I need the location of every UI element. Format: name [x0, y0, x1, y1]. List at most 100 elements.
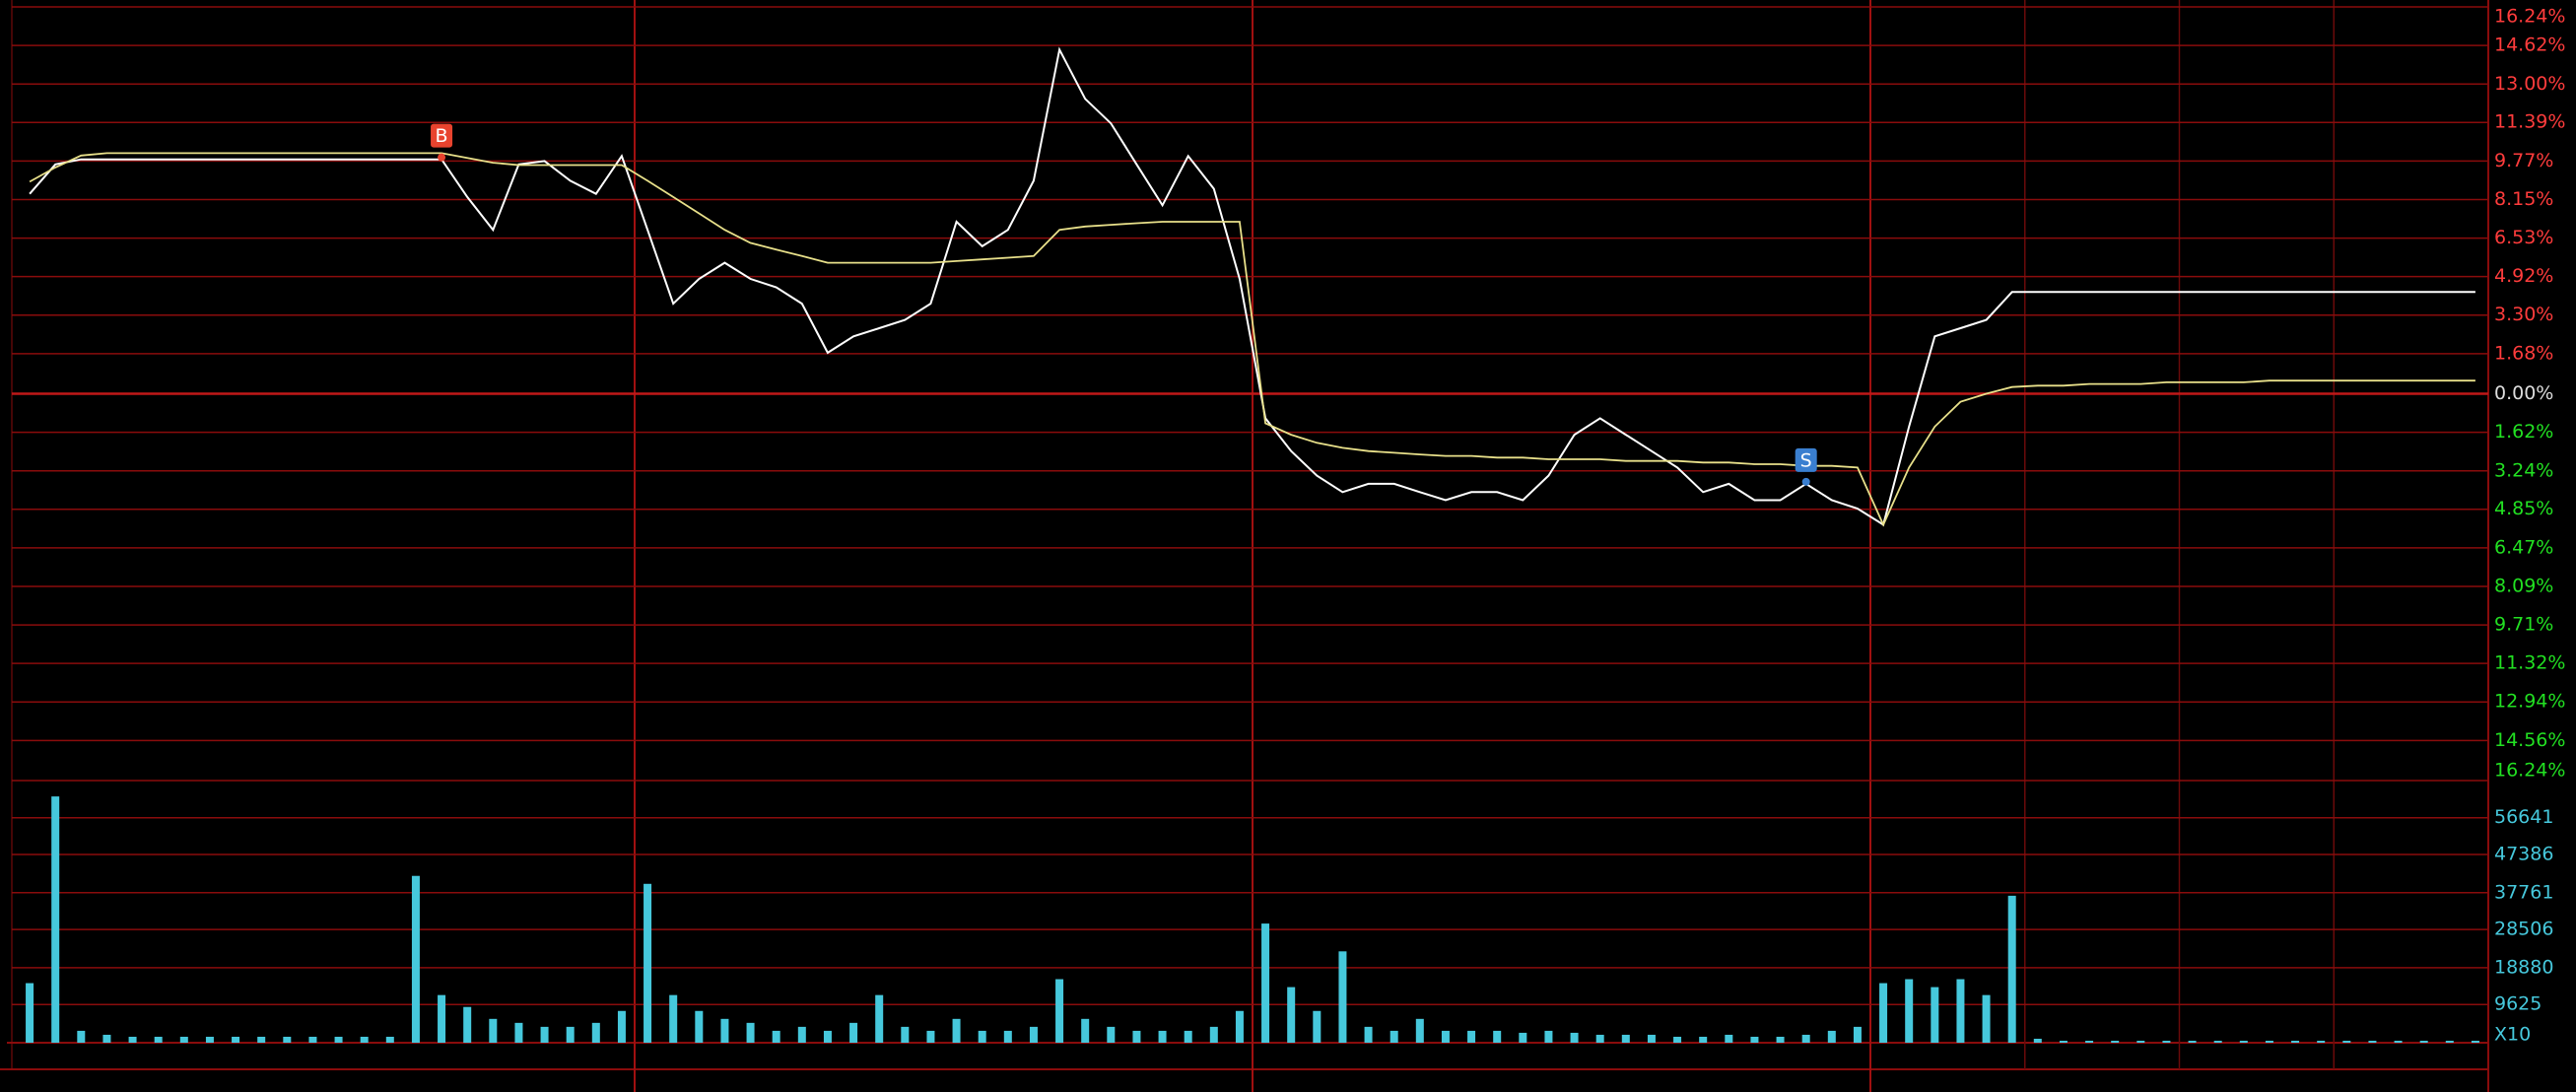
y-tick-label: 4.92% — [2494, 265, 2553, 287]
trade-marker-label: B — [436, 125, 448, 147]
y-tick-label: 16.24% — [2494, 6, 2565, 28]
volume-bar — [1132, 1030, 1141, 1043]
volume-bar — [1390, 1030, 1398, 1043]
volume-bar — [772, 1030, 780, 1043]
y-tick-label: 47386 — [2494, 844, 2553, 865]
y-tick-label: 13.00% — [2494, 73, 2565, 95]
volume-bar — [875, 994, 884, 1043]
volume-bar — [1750, 1036, 1759, 1043]
y-tick-label: 9.77% — [2494, 150, 2553, 171]
volume-bar — [1570, 1032, 1579, 1043]
y-tick-label: 14.62% — [2494, 34, 2565, 56]
y-axis-unit: X10 — [2494, 1024, 2531, 1046]
volume-bar — [1853, 1026, 1862, 1043]
volume-bar — [644, 883, 652, 1043]
volume-bar — [179, 1036, 188, 1043]
volume-bar — [438, 994, 446, 1043]
volume-bar — [1467, 1030, 1476, 1043]
volume-bar — [385, 1036, 394, 1043]
volume-bar — [1184, 1030, 1192, 1043]
volume-bar — [1158, 1030, 1167, 1043]
volume-bar — [720, 1018, 729, 1043]
volume-bar — [1003, 1030, 1012, 1043]
volume-bar — [926, 1030, 935, 1043]
volume-bar — [2342, 1040, 2351, 1043]
volume-bar — [411, 875, 420, 1043]
y-tick-label: 6.47% — [2494, 536, 2553, 558]
volume-bar — [2007, 895, 2016, 1043]
volume-bar — [1313, 1010, 1322, 1043]
volume-bar — [1081, 1018, 1090, 1043]
y-tick-label: 8.09% — [2494, 576, 2553, 597]
volume-bar — [1673, 1036, 1682, 1043]
volume-bar — [2033, 1038, 2042, 1043]
y-tick-label: 6.53% — [2494, 227, 2553, 248]
volume-bar — [746, 1022, 755, 1043]
volume-bar — [2471, 1040, 2479, 1043]
volume-bar — [901, 1026, 910, 1043]
trade-marker-label: S — [1800, 449, 1812, 471]
volume-bar — [2162, 1040, 2171, 1043]
volume-bar — [514, 1022, 523, 1043]
y-tick-label: 14.56% — [2494, 729, 2565, 751]
volume-bar — [463, 1006, 472, 1043]
volume-bar — [1776, 1036, 1785, 1043]
volume-bar — [695, 1010, 704, 1043]
y-tick-label: 56641 — [2494, 806, 2553, 828]
volume-bar — [566, 1026, 575, 1043]
volume-bar — [2368, 1040, 2377, 1043]
volume-bar — [1801, 1034, 1810, 1043]
y-tick-label: 4.85% — [2494, 498, 2553, 519]
y-tick-label: 11.32% — [2494, 652, 2565, 674]
price-line — [29, 46, 2475, 526]
volume-bar — [1982, 994, 1991, 1043]
volume-bar — [1235, 1010, 1244, 1043]
volume-bar — [2291, 1040, 2300, 1043]
volume-bar — [1621, 1034, 1630, 1043]
volume-bar — [1364, 1026, 1373, 1043]
volume-bar — [257, 1036, 266, 1043]
volume-bar — [2059, 1040, 2068, 1043]
y-tick-label: 3.30% — [2494, 304, 2553, 325]
volume-bar — [1287, 987, 1296, 1043]
average-line — [29, 152, 2475, 527]
y-tick-label: 16.24% — [2494, 760, 2565, 782]
y-tick-label: 12.94% — [2494, 691, 2565, 713]
volume-bar — [2213, 1040, 2222, 1043]
volume-bar — [1338, 951, 1347, 1043]
volume-bar — [1827, 1030, 1836, 1043]
volume-bar — [1519, 1032, 1527, 1043]
volume-bar — [1699, 1036, 1708, 1043]
volume-bar — [1931, 987, 1939, 1043]
trade-marker — [1795, 447, 1817, 472]
volume-bar — [2239, 1040, 2248, 1043]
volume-bar — [1879, 983, 1888, 1043]
volume-bar — [1209, 1026, 1218, 1043]
volume-bar — [51, 796, 60, 1043]
volume-bar — [128, 1036, 137, 1043]
volume-bar — [2188, 1040, 2197, 1043]
volume-bar — [102, 1034, 111, 1043]
volume-bar — [1725, 1034, 1733, 1043]
trade-dot — [438, 153, 446, 162]
y-tick-label: 18880 — [2494, 956, 2553, 978]
volume-bar — [2445, 1040, 2454, 1043]
y-tick-label: 11.39% — [2494, 111, 2565, 133]
volume-bar — [1544, 1030, 1553, 1043]
y-tick-label: 1.68% — [2494, 342, 2553, 364]
volume-bar — [1107, 1026, 1116, 1043]
volume-bar — [26, 983, 34, 1043]
volume-bar — [591, 1022, 600, 1043]
volume-bar — [154, 1036, 163, 1043]
volume-bar — [283, 1036, 292, 1043]
volume-bar — [540, 1026, 549, 1043]
y-tick-label: 1.62% — [2494, 421, 2553, 443]
volume-bar — [360, 1036, 369, 1043]
y-tick-label: 37761 — [2494, 881, 2553, 903]
volume-bar — [205, 1036, 214, 1043]
volume-bar — [797, 1026, 806, 1043]
volume-bar — [1595, 1034, 1604, 1043]
y-tick-label: 9.71% — [2494, 614, 2553, 636]
volume-bar — [617, 1010, 626, 1043]
